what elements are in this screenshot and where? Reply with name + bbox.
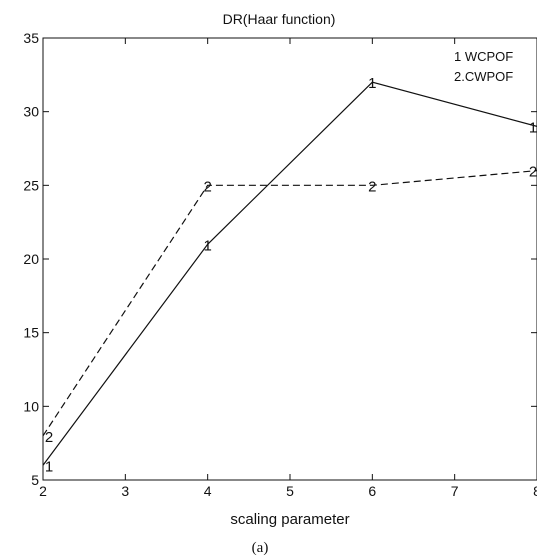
data-point-marker: 1: [45, 458, 53, 475]
data-point-marker: 1: [529, 119, 537, 136]
series-1: 1 1 1 1: [42, 75, 537, 475]
x-tick-label: 7: [451, 483, 459, 499]
figure-caption: (a): [252, 540, 269, 556]
y-tick-label: 25: [23, 177, 39, 193]
data-point-marker: 2: [203, 178, 211, 195]
legend-item: 1 WCPOF: [454, 49, 513, 64]
data-point-marker: 2: [45, 429, 53, 446]
x-tick-label: 4: [204, 483, 212, 499]
y-tick-label: 35: [23, 30, 39, 46]
y-tick-label: 20: [23, 251, 39, 267]
series-2: 2 2 2 2: [42, 164, 537, 446]
x-axis: 2 3 4 5 6 7 8: [39, 38, 537, 499]
x-axis-label: scaling parameter: [230, 511, 349, 528]
plot-area: [42, 37, 537, 481]
chart-title: DR(Haar function): [223, 11, 336, 27]
series-layer: 1 1 1 1 2 2 2 2: [42, 75, 537, 475]
y-tick-label: 10: [23, 398, 39, 414]
x-tick-label: 6: [368, 483, 376, 499]
y-tick-label: 5: [31, 472, 39, 488]
data-point-marker: 2: [368, 178, 376, 195]
x-tick-label: 5: [286, 483, 294, 499]
x-tick-label: 2: [39, 483, 47, 499]
data-point-marker: 1: [368, 75, 376, 92]
series-line: [42, 81, 537, 466]
series-line: [42, 170, 537, 437]
y-tick-label: 30: [23, 104, 39, 120]
y-axis: 5 10 15 20 25 30 35: [23, 30, 537, 488]
data-point-marker: 1: [203, 237, 211, 254]
x-tick-label: 3: [121, 483, 129, 499]
x-tick-label: 8: [533, 483, 537, 499]
data-point-marker: 2: [529, 164, 537, 181]
legend: 1 WCPOF 2.CWPOF: [454, 49, 513, 84]
y-tick-label: 15: [23, 325, 39, 341]
legend-item: 2.CWPOF: [454, 69, 513, 84]
